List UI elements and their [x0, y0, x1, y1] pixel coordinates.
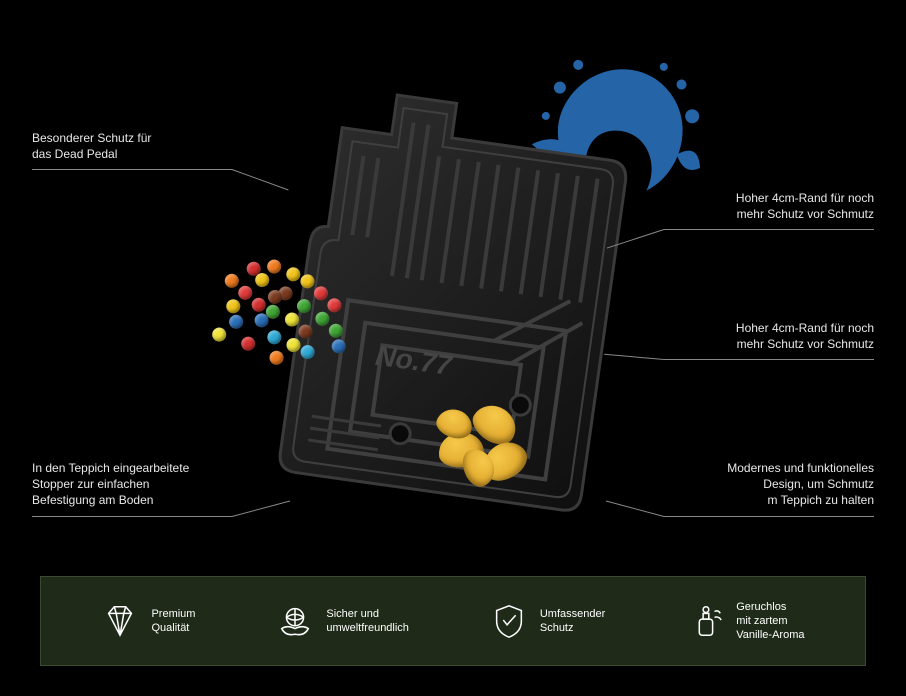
candy-scatter-graphic — [208, 242, 373, 382]
feature-label: Vanille-Aroma — [736, 628, 804, 642]
callout-stoppers: In den Teppich eingearbeitete Stopper zu… — [32, 460, 232, 509]
callout-design: Modernes und funktionelles Design, um Sc… — [664, 460, 874, 509]
feature-premium: Premium Qualität — [101, 602, 195, 640]
globe-hands-icon — [276, 602, 314, 640]
callout-text: das Dead Pedal — [32, 146, 232, 162]
feature-scent: Geruchlos mit zartem Vanille-Aroma — [686, 600, 804, 643]
hero-stage: No.77 Besonderer Schutz für das Dead Ped… — [0, 0, 906, 560]
callout-4cm-edge-top: Hoher 4cm-Rand für noch mehr Schutz vor … — [664, 190, 874, 222]
callout-text: Hoher 4cm-Rand für noch — [664, 190, 874, 206]
callout-text: Design, um Schmutz — [664, 476, 874, 492]
feature-label: Premium — [151, 607, 195, 621]
callout-text: Befestigung am Boden — [32, 492, 232, 508]
feature-label: Umfassender — [540, 607, 605, 621]
potato-chips-graphic — [424, 383, 547, 497]
callout-4cm-edge-mid: Hoher 4cm-Rand für noch mehr Schutz vor … — [664, 320, 874, 352]
feature-protection: Umfassender Schutz — [490, 602, 605, 640]
product-composition: No.77 — [262, 64, 647, 526]
feature-label: Schutz — [540, 621, 605, 635]
callout-text: Stopper zur einfachen — [32, 476, 232, 492]
features-bar: Premium Qualität Sicher und umweltfreund… — [40, 576, 866, 666]
feature-eco: Sicher und umweltfreundlich — [276, 602, 409, 640]
callout-text: Besonderer Schutz für — [32, 130, 232, 146]
feature-label: Geruchlos — [736, 600, 804, 614]
feature-label: mit zartem — [736, 614, 804, 628]
feature-label: umweltfreundlich — [326, 621, 409, 635]
diamond-icon — [101, 602, 139, 640]
callout-text: Hoher 4cm-Rand für noch — [664, 320, 874, 336]
shield-check-icon — [490, 602, 528, 640]
perfume-icon — [686, 602, 724, 640]
callout-text: mehr Schutz vor Schmutz — [664, 336, 874, 352]
callout-text: mehr Schutz vor Schmutz — [664, 206, 874, 222]
feature-label: Qualität — [151, 621, 195, 635]
callout-dead-pedal: Besonderer Schutz für das Dead Pedal — [32, 130, 232, 162]
callout-text: m Teppich zu halten — [664, 492, 874, 508]
feature-label: Sicher und — [326, 607, 409, 621]
callout-text: Modernes und funktionelles — [664, 460, 874, 476]
callout-text: In den Teppich eingearbeitete — [32, 460, 232, 476]
